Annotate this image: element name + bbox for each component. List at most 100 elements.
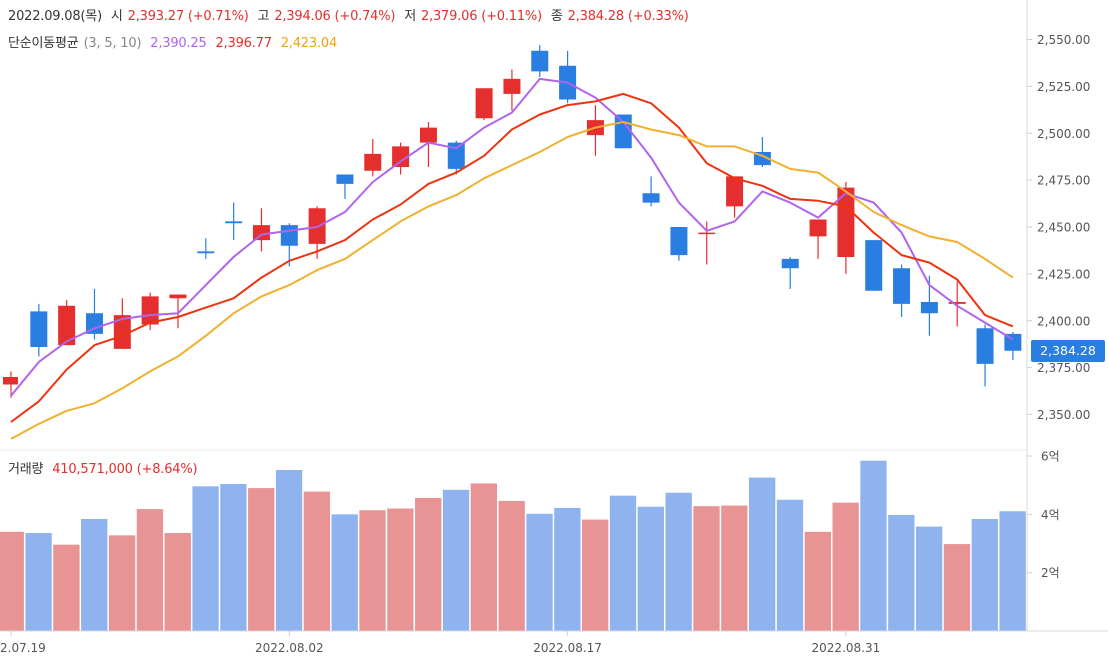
candle [3,371,18,398]
candles [3,45,1022,398]
candle-body [447,142,465,169]
candle-body [726,176,744,207]
volume-bar [25,533,52,631]
open-value: 2,393.27 (+0.71%) [127,9,249,24]
price-tick-label: 2,475.00 [1037,174,1090,188]
volume-bar [53,544,80,631]
candle-body [419,127,437,143]
volume-bar [192,486,219,631]
volume-bar [582,519,609,631]
volume-bar [693,506,720,631]
price-tick-label: 2,350.00 [1037,408,1090,422]
candle-body [197,251,215,254]
candle [948,281,966,327]
price-tick-label: 2,400.00 [1037,314,1090,328]
candle-body [809,219,827,237]
volume-bar [748,477,776,631]
x-tick-label: 2.07.19 [0,641,46,655]
close-value: 2,384.28 (+0.33%) [567,9,689,24]
volume-tick-label: 4억 [1041,508,1060,522]
candle-body [113,315,131,349]
candle-body [30,311,48,347]
candle [225,202,243,241]
candle-body [698,232,716,235]
price-tick-label: 2,500.00 [1037,127,1090,141]
candle-body [169,294,187,299]
ma5-line [10,92,1014,423]
candle-body [336,174,354,184]
ma-label: 단순이동평균 [8,36,79,51]
volume-bar [415,498,442,631]
candle-body [948,302,966,304]
x-tick-label: 2022.08.17 [533,641,602,655]
x-tick-label: 2022.08.31 [812,641,881,655]
volume-bar [220,484,247,631]
volume-bar [554,507,581,631]
ma-params: (3, 5, 10) [83,36,142,51]
candle [141,292,159,331]
volume-bar [637,506,665,631]
candle [614,114,632,149]
volume-bar [108,535,136,631]
open-label: 시 [110,9,123,24]
ma10-value: 2,423.04 [280,36,338,51]
low-value: 2,379.06 (+0.11%) [420,9,542,24]
volume-bar [442,489,470,631]
volume-tick-label: 6억 [1041,450,1060,464]
candle [503,69,521,111]
candle-body [531,50,549,72]
last-price-tag: 2,384.28 [1031,339,1105,362]
volume-bar [248,488,275,631]
candle [252,208,270,252]
ma3-value: 2,390.25 [150,36,207,51]
ma5-value: 2,396.77 [215,36,272,51]
candle [726,176,744,218]
candle-body [503,78,521,94]
candle [58,300,76,346]
candle [531,45,549,77]
candle-body [920,302,938,314]
volume-bar [665,492,692,631]
candle [893,264,911,317]
candle-body [781,258,799,269]
volume-bar [860,460,887,631]
candle-body [614,114,632,149]
candle [670,227,688,261]
volume-bar [498,500,525,631]
candle-body [58,305,76,346]
candle [976,324,994,387]
candle [781,257,799,289]
volume-bar [804,531,831,631]
price-tick-label: 2,525.00 [1037,80,1090,94]
candle [169,294,187,329]
candle [809,219,827,259]
volume-bar [888,514,915,631]
close-label: 종 [550,9,563,24]
volume-bar [303,491,331,631]
candle [753,137,771,167]
volume-value: 410,571,000 (+8.64%) [52,462,198,477]
candle-body [252,225,270,241]
ma3-line [10,77,1014,397]
candle [447,140,465,175]
ohlc-header: 2022.09.08(목) 시 2,393.27 (+0.71%) 고 2,394.… [8,5,694,24]
volume-bars [0,460,1026,631]
candle-body [225,221,243,224]
candle [475,88,493,121]
high-label: 고 [257,9,270,24]
candle [642,176,660,207]
volume-bar [999,511,1026,631]
candle [865,240,883,291]
volume-bar [915,526,943,631]
low-label: 저 [404,9,416,24]
moving-average-lines [10,77,1014,440]
candle-body [392,146,410,167]
candle [698,221,716,265]
candle [1004,332,1022,361]
candle [364,138,382,177]
volume-tick-label: 2억 [1041,566,1060,580]
candle [30,303,48,357]
x-tick-label: 2022.08.02 [255,641,324,655]
